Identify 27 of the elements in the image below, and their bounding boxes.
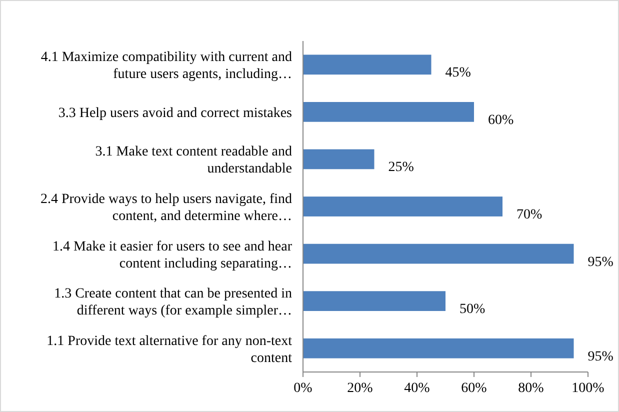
x-tick-label: 60% <box>461 381 488 396</box>
bar <box>303 196 502 216</box>
bar <box>303 291 446 311</box>
data-label: 70% <box>516 208 542 222</box>
bar <box>303 244 574 264</box>
y-tick-label: 1.4 Make it easier for users to see and hear content including separating… <box>52 239 292 272</box>
x-tick-label: 40% <box>404 381 430 396</box>
bar <box>303 102 474 122</box>
data-label: 50% <box>460 302 486 318</box>
y-tick-label: 1.1 Provide text alternative for any non-text content <box>46 334 292 366</box>
data-label: 45% <box>445 66 472 81</box>
data-label: 95% <box>588 254 614 270</box>
x-tick-label: 100% <box>572 381 605 396</box>
bar <box>303 149 374 170</box>
y-tick-label: 2.4 Provide ways to help users navigate, find content, and determine where… <box>40 192 292 224</box>
bar <box>303 338 574 358</box>
data-label: 95% <box>588 349 614 364</box>
x-tick-label: 80% <box>518 381 544 396</box>
data-label: 60% <box>488 112 514 128</box>
y-tick-label: 4.1 Maximize compatibility with current and future users agents, including… <box>40 50 292 82</box>
y-tick-label: 3.1 Make text content readable and understandable <box>95 144 292 177</box>
y-tick-label: 3.3 Help users avoid and correct mistakes <box>58 106 292 121</box>
x-tick-label: 20% <box>347 381 374 396</box>
x-tick-label: 0% <box>294 381 313 396</box>
data-label: 25% <box>388 160 414 176</box>
bar <box>303 54 432 75</box>
y-tick-label: 1.3 Create content that can be presented in different ways (for example simpler… <box>54 286 292 319</box>
